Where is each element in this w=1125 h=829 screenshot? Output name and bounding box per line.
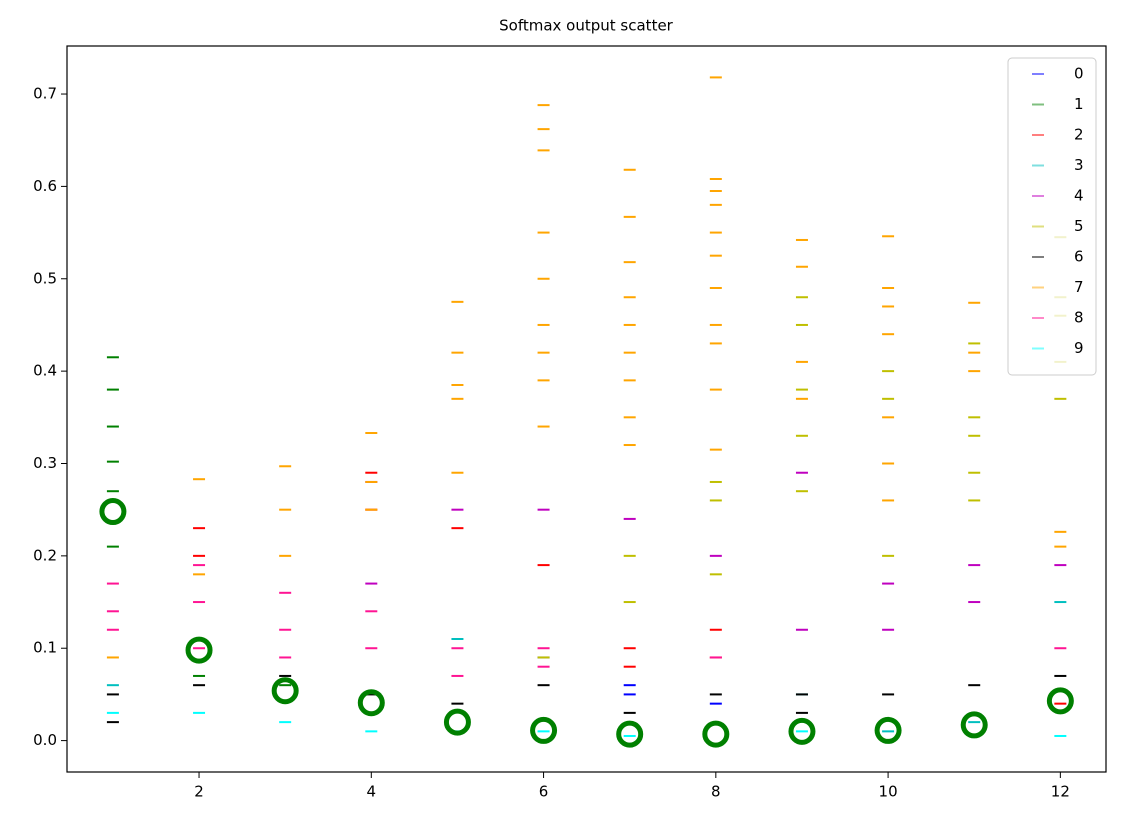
legend-label: 4 [1074,187,1084,205]
y-tick-label: 0.0 [33,731,57,749]
legend-box [1007,57,1097,376]
chart-title: Softmax output scatter [499,17,674,35]
legend-label: 0 [1074,65,1084,83]
legend-label: 1 [1074,95,1084,113]
highlight-point [443,708,471,736]
legend-label: 6 [1074,248,1084,266]
highlight-point [788,717,816,745]
y-tick-label: 0.1 [33,639,57,657]
highlight-point [1046,687,1074,715]
y-tick-label: 0.7 [33,85,57,103]
highlight-point [960,711,988,739]
x-tick-label: 2 [194,783,204,801]
y-tick-label: 0.2 [33,546,57,564]
legend-label: 8 [1074,309,1084,327]
highlight-point [874,716,902,744]
x-tick-label: 4 [367,783,377,801]
highlight-point [99,498,127,526]
legend-label: 9 [1074,339,1084,357]
y-tick-label: 0.5 [33,269,57,287]
x-tick-label: 12 [1051,783,1070,801]
legend-label: 7 [1074,278,1084,296]
y-tick-label: 0.6 [33,177,57,195]
legend-label: 3 [1074,156,1084,174]
highlight-point [530,716,558,744]
highlight-point [271,677,299,705]
x-tick-label: 6 [539,783,549,801]
y-tick-label: 0.3 [33,454,57,472]
x-tick-label: 8 [711,783,721,801]
highlight-point [616,720,644,748]
x-tick-label: 10 [879,783,898,801]
highlight-point [357,689,385,717]
legend-label: 5 [1074,217,1084,235]
highlight-point [185,636,213,664]
legend-label: 2 [1074,126,1084,144]
highlight-point [702,720,730,748]
plot-frame [66,45,1107,773]
y-tick-label: 0.4 [33,362,57,380]
